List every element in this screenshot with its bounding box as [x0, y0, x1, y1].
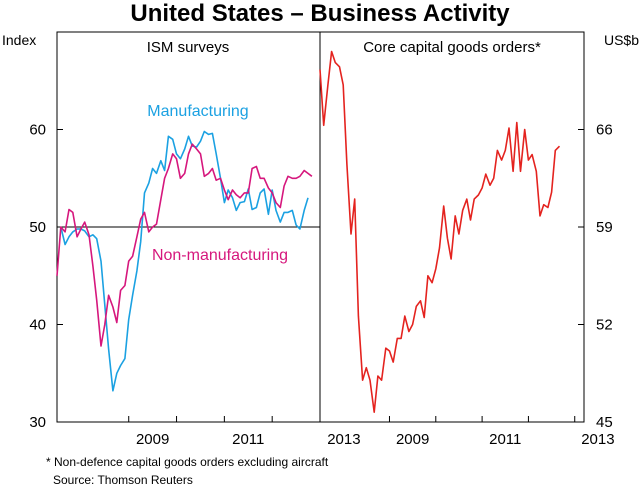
chart-title: United States – Business Activity [130, 0, 510, 27]
right-y-tick-label: 59 [596, 219, 613, 236]
label-non-manufacturing: Non-manufacturing [152, 247, 288, 264]
left-y-tick-label: 50 [29, 219, 46, 236]
right-y-tick-label: 66 [596, 122, 613, 139]
panel-title-orders: Core capital goods orders* [363, 39, 541, 56]
x-tick-label: 2011 [232, 431, 264, 448]
x-tick-label: 2013 [581, 431, 614, 448]
x-tick-label: 2011 [489, 431, 521, 448]
series-line-manufacturing [60, 130, 309, 392]
left-y-tick-label: 40 [29, 317, 46, 334]
series-line-non-manufacturing [56, 143, 313, 347]
x-tick-label: 2009 [396, 431, 429, 448]
source-note: Source: Thomson Reuters [53, 473, 193, 487]
right-axis-unit: US$b [604, 32, 639, 48]
x-tick-label: 2009 [136, 431, 169, 448]
left-axis-unit: Index [2, 32, 36, 48]
left-y-tick-label: 60 [29, 122, 46, 139]
label-manufacturing: Manufacturing [147, 103, 248, 120]
x-tick-label: 2013 [327, 431, 360, 448]
series-line-core-capital-goods-orders [319, 50, 561, 413]
panel-title-ism: ISM surveys [147, 39, 230, 56]
right-y-tick-label: 52 [596, 317, 613, 334]
footnote: * Non-defence capital goods orders exclu… [46, 455, 329, 469]
left-y-tick-label: 30 [29, 414, 46, 431]
right-y-tick-label: 45 [596, 414, 613, 431]
